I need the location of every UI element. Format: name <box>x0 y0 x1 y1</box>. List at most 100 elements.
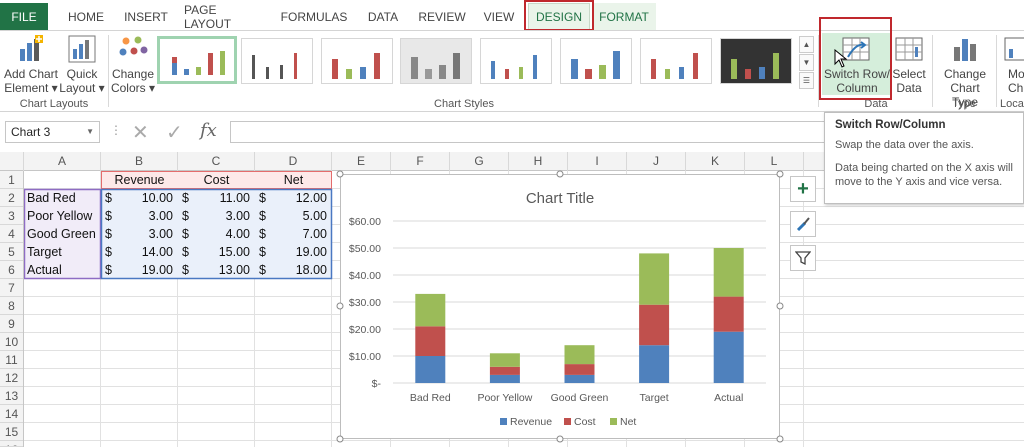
tab-insert[interactable]: INSERT <box>124 9 168 24</box>
column-header[interactable]: A <box>24 152 101 171</box>
row-header[interactable]: 12 <box>0 369 23 387</box>
y-tick-label: $- <box>372 378 382 390</box>
label-cell[interactable]: Actual <box>27 263 62 277</box>
column-header[interactable]: I <box>568 152 627 171</box>
cancel-icon[interactable]: ✕ <box>132 122 149 144</box>
label-cell[interactable]: Poor Yellow <box>27 209 93 223</box>
header-cell-cost[interactable]: Cost <box>203 173 230 187</box>
row-header[interactable]: 16 <box>0 441 23 447</box>
value-cell[interactable]: $19.00 <box>255 243 332 261</box>
row-header[interactable]: 4 <box>0 225 23 243</box>
chevron-down-icon[interactable]: ▼ <box>86 127 94 136</box>
tab-view[interactable]: VIEW <box>483 9 515 24</box>
value-cell[interactable]: $11.00 <box>178 189 255 207</box>
tab-design[interactable]: DESIGN <box>528 3 590 30</box>
tab-file[interactable]: FILE <box>0 3 48 30</box>
value-cell[interactable]: $13.00 <box>178 261 255 279</box>
chart-style-thumbnail[interactable] <box>400 38 472 84</box>
bar-segment-revenue <box>713 331 744 383</box>
select-data-icon <box>895 37 923 61</box>
row-header[interactable]: 11 <box>0 351 23 369</box>
label-cell[interactable]: Target <box>27 245 62 259</box>
column-header[interactable]: L <box>745 152 804 171</box>
row-header[interactable]: 3 <box>0 207 23 225</box>
chart-elements-button[interactable]: + <box>790 176 816 202</box>
value-cell[interactable]: $14.00 <box>101 243 178 261</box>
gallery-scroll-down[interactable]: ▼ <box>799 54 814 71</box>
label-cell[interactable]: Good Green <box>27 227 96 241</box>
row-header[interactable]: 13 <box>0 387 23 405</box>
row-header[interactable]: 7 <box>0 279 23 297</box>
add-chart-element-button[interactable]: Add Chart Element ▾ <box>4 33 58 95</box>
row-header[interactable]: 14 <box>0 405 23 423</box>
bar-segment-net <box>564 345 595 365</box>
chart-style-thumbnail[interactable] <box>321 38 393 84</box>
chart-style-thumbnail[interactable] <box>157 36 237 84</box>
chart-style-thumbnail[interactable] <box>480 38 552 84</box>
tab-page-layout[interactable]: PAGE LAYOUT <box>184 2 232 31</box>
change-chart-type-button[interactable]: Change Chart Type <box>936 33 994 109</box>
gallery-scroll-up[interactable]: ▲ <box>799 36 814 53</box>
move-chart-button[interactable]: Mo Ch <box>1000 33 1024 95</box>
gallery-more[interactable]: ☰ <box>799 72 814 89</box>
chart-object[interactable]: Chart Title $- $10.00 $20.00 $30.00 $40.00 $50… <box>340 174 780 439</box>
switch-row-column-label-2: Column <box>836 81 878 95</box>
value-cell[interactable]: $5.00 <box>255 207 332 225</box>
switch-row-column-button[interactable]: Switch Row/ Column <box>822 33 892 95</box>
chart-styles-button[interactable] <box>790 211 816 237</box>
value-cell[interactable]: $19.00 <box>101 261 178 279</box>
value-cell[interactable]: $3.00 <box>101 207 178 225</box>
column-header[interactable]: E <box>332 152 391 171</box>
header-cell-revenue[interactable]: Revenue <box>114 173 165 187</box>
value-cell[interactable]: $3.00 <box>101 225 178 243</box>
column-header[interactable]: D <box>255 152 332 171</box>
name-box[interactable]: Chart 3 ▼ <box>5 121 100 143</box>
value-cell[interactable]: $7.00 <box>255 225 332 243</box>
value-cell[interactable]: $12.00 <box>255 189 332 207</box>
chart-style-preview <box>411 53 460 79</box>
column-header[interactable]: F <box>391 152 450 171</box>
tab-home[interactable]: HOME <box>68 9 104 24</box>
value-cell[interactable]: $10.00 <box>101 189 178 207</box>
quick-layout-button[interactable]: Quick Layout ▾ <box>59 33 105 95</box>
select-data-button[interactable]: Select Data <box>892 33 926 95</box>
value-cell[interactable]: $3.00 <box>178 207 255 225</box>
row-header[interactable]: 8 <box>0 297 23 315</box>
tab-data[interactable]: DATA <box>367 9 399 24</box>
column-header[interactable]: H <box>509 152 568 171</box>
select-all-corner[interactable] <box>0 152 24 171</box>
chart-style-thumbnail[interactable] <box>720 38 792 84</box>
column-header[interactable]: J <box>627 152 686 171</box>
value-cell[interactable]: $18.00 <box>255 261 332 279</box>
chart-style-thumbnail[interactable] <box>640 38 712 84</box>
header-cell-net[interactable]: Net <box>283 173 304 187</box>
row-header[interactable]: 15 <box>0 423 23 441</box>
chart-style-thumbnail[interactable] <box>241 38 313 84</box>
formula-input[interactable] <box>230 121 1024 143</box>
value-cell[interactable]: $4.00 <box>178 225 255 243</box>
currency-symbol: $ <box>259 191 266 205</box>
label-cell[interactable]: Bad Red <box>27 191 76 205</box>
change-colors-button[interactable]: Change Colors ▾ <box>111 33 155 95</box>
column-header[interactable]: C <box>178 152 255 171</box>
tab-format[interactable]: FORMAT <box>592 3 656 30</box>
brush-icon <box>796 217 810 232</box>
row-header[interactable]: 6 <box>0 261 23 279</box>
palette-icon <box>119 36 148 56</box>
row-header[interactable]: 2 <box>0 189 23 207</box>
chart-style-thumbnail[interactable] <box>560 38 632 84</box>
tab-formulas[interactable]: FORMULAS <box>280 9 348 24</box>
tab-review[interactable]: REVIEW <box>418 9 466 24</box>
row-header[interactable]: 9 <box>0 315 23 333</box>
column-header[interactable]: K <box>686 152 745 171</box>
insert-function-icon[interactable]: fx <box>200 120 217 141</box>
chart-filters-button[interactable] <box>790 245 816 271</box>
row-header[interactable]: 10 <box>0 333 23 351</box>
row-header[interactable]: 1 <box>0 171 23 189</box>
column-header[interactable]: G <box>450 152 509 171</box>
value-cell[interactable]: $15.00 <box>178 243 255 261</box>
currency-symbol: $ <box>259 227 266 241</box>
column-header[interactable]: B <box>101 152 178 171</box>
enter-check-icon[interactable]: ✓ <box>166 122 183 144</box>
row-header[interactable]: 5 <box>0 243 23 261</box>
